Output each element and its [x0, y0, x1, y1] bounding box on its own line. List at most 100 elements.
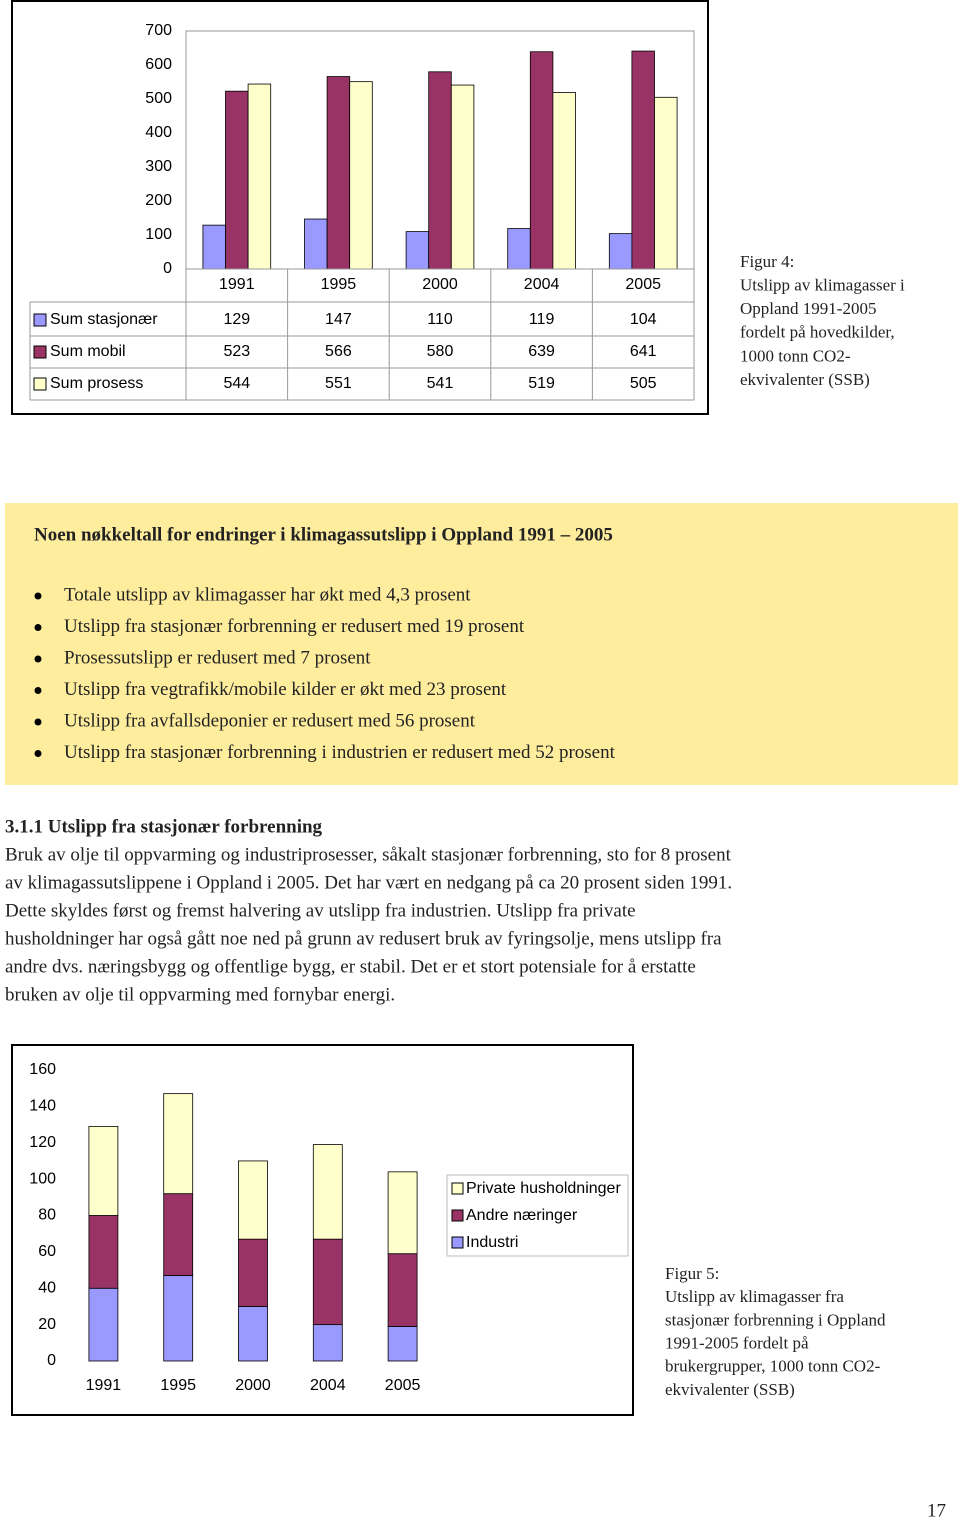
page-number: 17	[927, 1500, 946, 1521]
y-tick-label: 100	[29, 1170, 56, 1187]
table-value: 641	[630, 343, 657, 360]
x-tick-label: 2005	[385, 1377, 421, 1394]
figure-caption: ekvivalenter (SSB)	[665, 1380, 795, 1399]
bar-segment	[387, 1253, 418, 1327]
legend-label: Sum stasjonær	[50, 311, 158, 328]
figure-caption: Figur 4:	[740, 252, 794, 271]
bar-segment	[312, 1324, 343, 1362]
x-tick-label: 2005	[625, 276, 661, 293]
bullet-text: Utslipp fra vegtrafikk/mobile kilder er …	[64, 679, 507, 700]
bullet-text: Utslipp fra stasjonær forbrenning er red…	[64, 616, 525, 637]
y-tick-label: 300	[145, 158, 172, 175]
y-tick-label: 0	[47, 1352, 56, 1369]
figure-caption: brukergrupper, 1000 tonn CO2-	[665, 1357, 881, 1376]
paragraph-line: husholdninger har også gått noe ned på g…	[5, 928, 722, 949]
figure-caption: 1000 tonn CO2-	[740, 346, 851, 365]
paragraph-line: bruken av olje til oppvarming med fornyb…	[5, 984, 395, 1005]
legend-label: Sum prosess	[50, 375, 143, 392]
bullet	[34, 750, 42, 757]
bar-segment	[312, 1238, 343, 1326]
legend-swatch	[451, 1209, 464, 1222]
table-value: 541	[427, 375, 454, 392]
y-tick-label: 20	[38, 1316, 56, 1333]
figure-caption: stasjonær forbrenning i Oppland	[665, 1310, 886, 1329]
y-tick-label: 700	[145, 22, 172, 39]
x-tick-label: 2000	[235, 1377, 271, 1394]
legend-label: Sum mobil	[50, 343, 126, 360]
y-tick-label: 400	[145, 124, 172, 141]
bar-segment	[163, 1093, 194, 1195]
bullet-text: Utslipp fra avfallsdeponier er redusert …	[64, 710, 476, 731]
y-tick-label: 100	[145, 226, 172, 243]
x-tick-label: 1991	[86, 1377, 122, 1394]
y-tick-label: 60	[38, 1243, 56, 1260]
table-value: 110	[427, 311, 453, 328]
bullet-text: Totale utslipp av klimagasser har økt me…	[64, 584, 471, 605]
bar	[405, 231, 430, 270]
bar	[608, 233, 633, 270]
bullet	[34, 687, 42, 694]
bullet	[34, 592, 42, 600]
bar	[507, 228, 531, 270]
figure-caption: Figur 5:	[665, 1264, 719, 1283]
legend-swatch	[451, 1182, 464, 1195]
legend-swatch	[33, 377, 47, 391]
bar-segment	[387, 1171, 418, 1255]
legend-swatch	[451, 1236, 464, 1249]
legend-swatch	[33, 345, 47, 359]
table-value: 639	[528, 343, 555, 360]
bullet	[34, 655, 42, 663]
bar-segment	[238, 1160, 268, 1240]
y-tick-label: 0	[163, 260, 172, 277]
legend-frame	[446, 1174, 629, 1257]
y-tick-label: 40	[38, 1279, 56, 1296]
bar	[349, 81, 373, 270]
paragraph-line: Bruk av olje til oppvarming og industrip…	[5, 844, 732, 865]
bar-segment	[88, 1287, 119, 1362]
table-value: 505	[630, 375, 657, 392]
legend-label: Industri	[466, 1234, 518, 1251]
paragraph-line: Dette skyldes først og fremst halvering …	[5, 900, 636, 921]
y-tick-label: 120	[29, 1134, 56, 1151]
y-tick-label: 80	[38, 1207, 56, 1224]
bar	[225, 90, 249, 270]
bullet-text: Prosessutslipp er redusert med 7 prosent	[64, 647, 371, 668]
bar	[654, 96, 678, 270]
table-value: 147	[325, 311, 352, 328]
box-title: Noen nøkkeltall for endringer i klimagas…	[34, 524, 613, 545]
figure-caption: ekvivalenter (SSB)	[740, 370, 870, 389]
bar	[529, 51, 554, 270]
figure-caption: fordelt på hovedkilder,	[740, 323, 895, 342]
x-tick-label: 2000	[422, 276, 458, 293]
table-value: 523	[223, 343, 250, 360]
bar	[428, 71, 452, 270]
y-tick-label: 140	[29, 1098, 56, 1115]
y-tick-label: 500	[145, 90, 172, 107]
bullet	[34, 624, 42, 631]
bar	[552, 92, 576, 270]
bar	[304, 218, 328, 270]
x-tick-label: 2004	[310, 1377, 346, 1394]
paragraph-line: andre dvs. næringsbygg og offentlige byg…	[5, 956, 696, 977]
bullet-text: Utslipp fra stasjonær forbrenning i indu…	[64, 742, 616, 763]
table-value: 580	[427, 343, 454, 360]
bar-segment	[387, 1326, 418, 1362]
figure-caption: 1991-2005 fordelt på	[665, 1334, 809, 1353]
x-tick-label: 2004	[524, 276, 560, 293]
y-tick-label: 600	[145, 56, 172, 73]
key-figures-box	[5, 503, 958, 785]
table-value: 129	[223, 311, 250, 328]
table-value: 566	[325, 343, 352, 360]
bar	[202, 224, 226, 270]
figure-caption: Oppland 1991-2005	[740, 299, 876, 318]
bar-segment	[238, 1238, 268, 1307]
x-tick-label: 1995	[160, 1377, 196, 1394]
legend-label: Private husholdninger	[466, 1180, 621, 1197]
bar-segment	[88, 1125, 119, 1216]
figure-caption: Utslipp av klimagasser i	[740, 276, 905, 295]
bar-segment	[163, 1193, 194, 1276]
section-heading: 3.1.1 Utslipp fra stasjonær forbrenning	[5, 816, 323, 837]
x-tick-label: 1991	[219, 276, 255, 293]
table-value: 104	[630, 311, 657, 328]
